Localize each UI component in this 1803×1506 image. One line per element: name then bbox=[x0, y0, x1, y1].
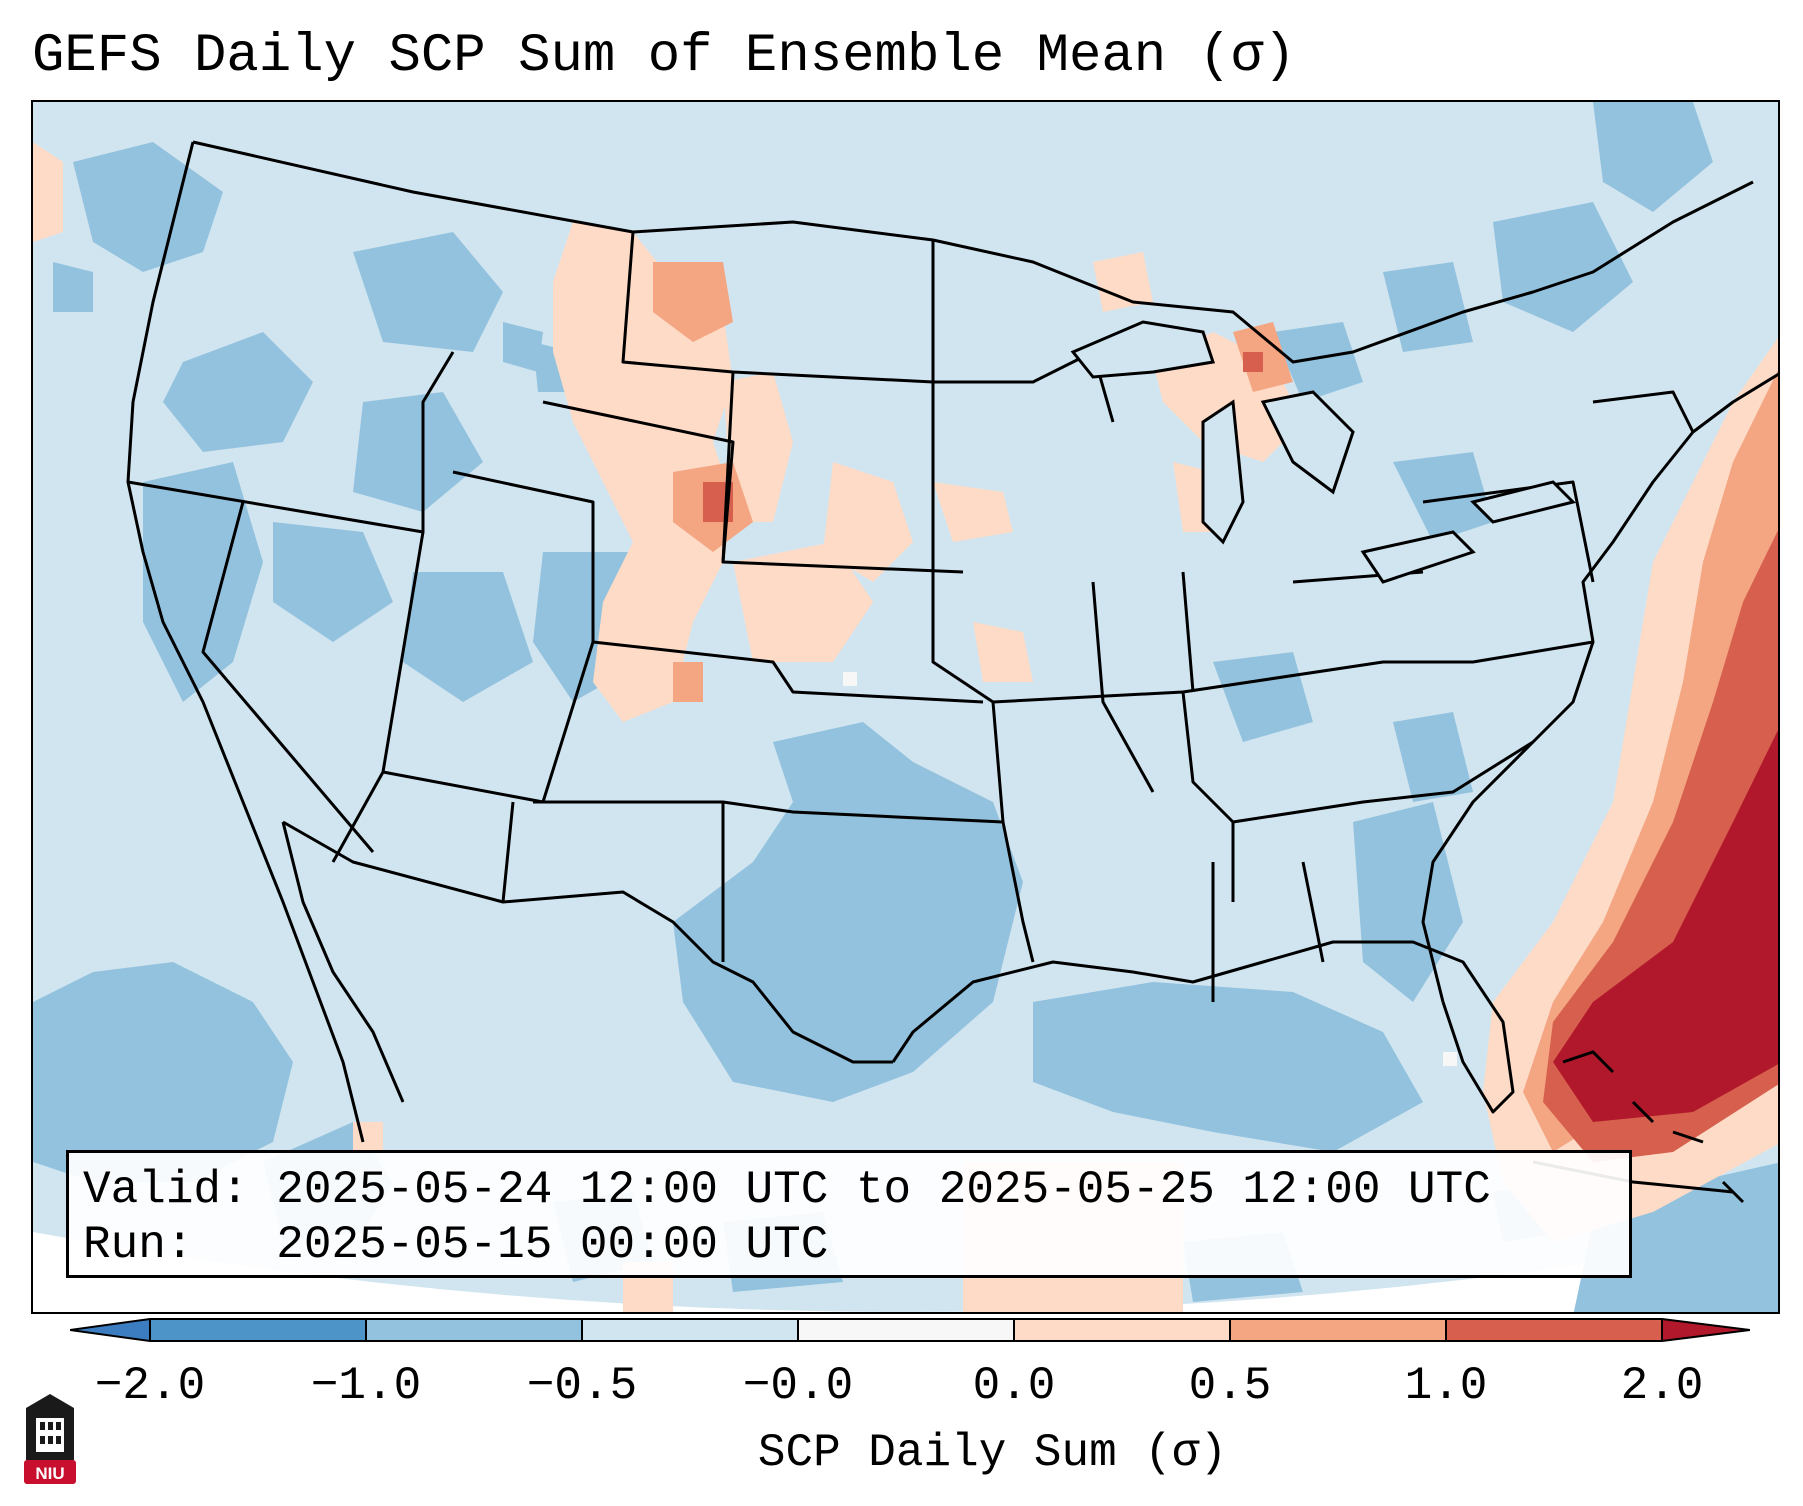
scp-map bbox=[33, 102, 1778, 1312]
domain-background bbox=[33, 102, 1778, 1312]
colorbar-over-arrow bbox=[1662, 1319, 1750, 1341]
colorbar-ticks bbox=[149, 1319, 1663, 1341]
niu-logo: NIU bbox=[24, 1394, 76, 1484]
colorbar-label: SCP Daily Sum (σ) bbox=[757, 1427, 1228, 1479]
colorbar-bin bbox=[1014, 1319, 1230, 1341]
colorbar-tick-label: −2.0 bbox=[94, 1360, 206, 1412]
valid-run-info-box: Valid: 2025-05-24 12:00 UTC to 2025-05-2… bbox=[66, 1150, 1632, 1278]
colorbar-bin bbox=[1230, 1319, 1446, 1341]
run-line: Run: 2025-05-15 00:00 UTC bbox=[83, 1218, 1629, 1273]
run-value: 2025-05-15 00:00 UTC bbox=[276, 1219, 829, 1271]
colorbar-under-arrow bbox=[70, 1319, 150, 1341]
valid-label: Valid: bbox=[83, 1164, 249, 1216]
neutral-cell bbox=[843, 672, 857, 686]
political-borders bbox=[126, 140, 1778, 1143]
extreme-positive-regions bbox=[1553, 730, 1778, 1122]
colorbar-tick-label: −1.0 bbox=[310, 1360, 422, 1412]
map-panel bbox=[31, 100, 1780, 1314]
run-label: Run: bbox=[83, 1219, 194, 1271]
map-title: GEFS Daily SCP Sum of Ensemble Mean (σ) bbox=[32, 26, 1296, 87]
logo-text: NIU bbox=[35, 1464, 64, 1483]
colorbar-bin bbox=[1446, 1319, 1662, 1341]
valid-line: Valid: 2025-05-24 12:00 UTC to 2025-05-2… bbox=[83, 1163, 1629, 1218]
colorbar-tick-label: 0.0 bbox=[972, 1360, 1056, 1412]
colorbar-tick-label: −0.5 bbox=[526, 1360, 638, 1412]
neutral-cell bbox=[1443, 1052, 1457, 1066]
colorbar bbox=[70, 1318, 1750, 1342]
colorbar-bin bbox=[798, 1319, 1014, 1341]
colorbar-bin bbox=[150, 1319, 366, 1341]
valid-value: 2025-05-24 12:00 UTC to 2025-05-25 12:00… bbox=[276, 1164, 1491, 1216]
colorbar-bin bbox=[366, 1319, 582, 1341]
colorbar-tick-label: 1.0 bbox=[1404, 1360, 1488, 1412]
great-lakes bbox=[1070, 320, 1576, 584]
colorbar-tick-label: −0.0 bbox=[742, 1360, 854, 1412]
colorbar-tick-label: 2.0 bbox=[1620, 1360, 1704, 1412]
colorbar-tick-label: 0.5 bbox=[1188, 1360, 1272, 1412]
colorbar-bin bbox=[582, 1319, 798, 1341]
